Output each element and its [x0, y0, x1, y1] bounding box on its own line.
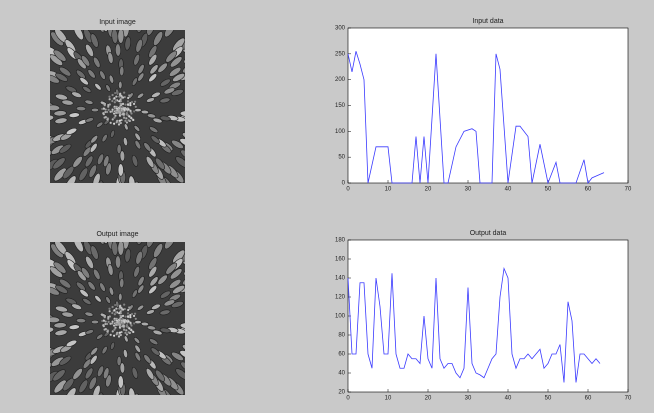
y-tick-label: 50	[338, 155, 345, 161]
y-tick-label: 40	[338, 371, 345, 377]
chart-title: Output data	[470, 230, 507, 237]
y-tick-label: 80	[338, 333, 345, 339]
y-tick-label: 60	[338, 352, 345, 358]
x-tick-label: 30	[465, 187, 472, 193]
y-tick-label: 20	[338, 390, 345, 396]
x-tick-label: 50	[545, 187, 552, 193]
x-tick-label: 40	[505, 396, 512, 402]
x-tick-label: 20	[425, 396, 432, 402]
y-tick-label: 120	[335, 295, 346, 301]
plot-area	[347, 27, 629, 184]
x-tick-label: 50	[545, 396, 552, 402]
y-tick-label: 300	[335, 26, 346, 32]
x-tick-label: 10	[385, 396, 392, 402]
x-tick-label: 60	[585, 396, 592, 402]
y-tick-label: 100	[335, 314, 346, 320]
x-tick-label: 20	[425, 187, 432, 193]
y-tick-label: 250	[335, 51, 346, 57]
x-tick-label: 70	[625, 396, 632, 402]
chart-title: Input data	[472, 18, 503, 25]
y-tick-label: 150	[335, 103, 346, 109]
x-tick-label: 10	[385, 187, 392, 193]
y-tick-label: 140	[335, 276, 346, 282]
y-tick-label: 180	[335, 238, 346, 244]
y-tick-label: 200	[335, 77, 346, 83]
image-title: Output image	[96, 231, 138, 238]
y-tick-label: 100	[335, 129, 346, 135]
data-line	[347, 267, 601, 383]
x-tick-label: 0	[346, 187, 350, 193]
data-line	[347, 51, 605, 185]
image-title: Input image	[99, 19, 136, 26]
x-tick-label: 40	[505, 187, 512, 193]
y-tick-label: 160	[335, 257, 346, 263]
x-tick-label: 70	[625, 187, 632, 193]
x-tick-label: 30	[465, 396, 472, 402]
x-tick-label: 0	[346, 396, 350, 402]
x-tick-label: 60	[585, 187, 592, 193]
y-tick-label: 0	[342, 181, 346, 187]
